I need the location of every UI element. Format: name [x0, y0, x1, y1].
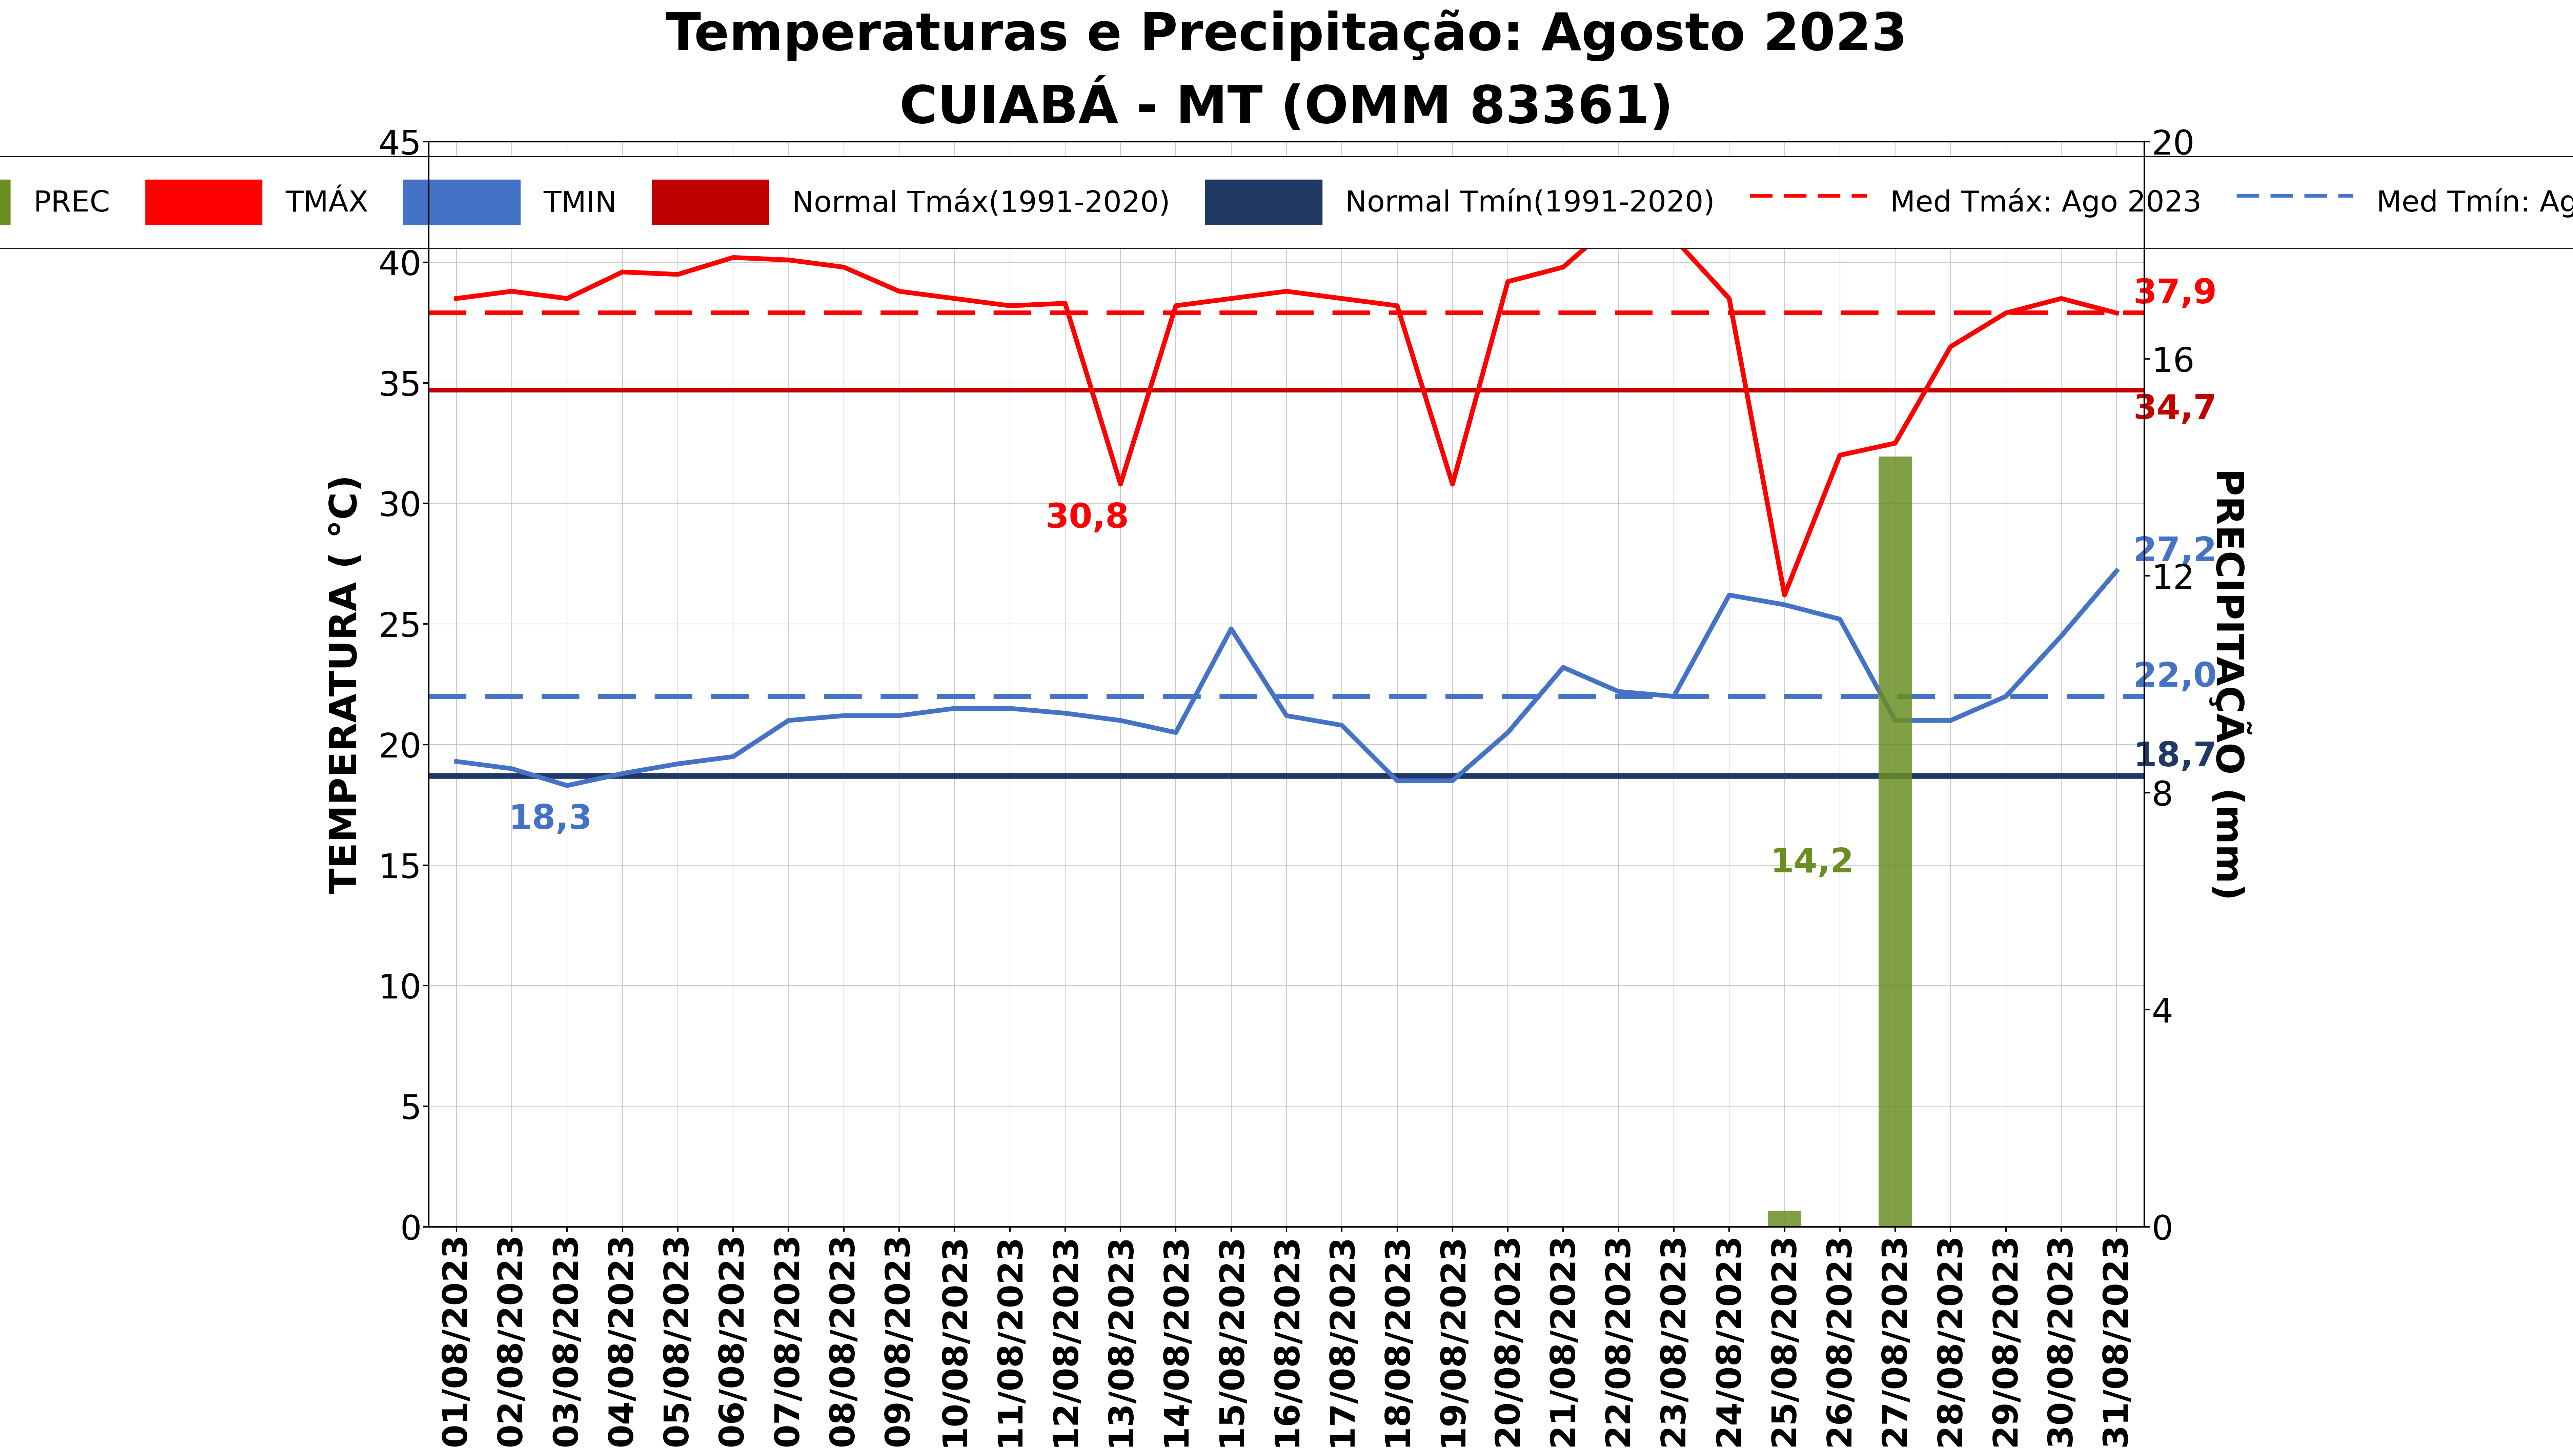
Text: 27,2: 27,2	[2133, 536, 2218, 568]
Text: 30,8: 30,8	[1045, 502, 1130, 534]
Text: 34,7: 34,7	[2133, 393, 2218, 427]
Text: 22,0: 22,0	[2133, 661, 2218, 695]
Text: 18,3: 18,3	[509, 804, 592, 836]
Text: 41,8: 41,8	[1577, 179, 1660, 211]
Y-axis label: PRECIPITAÇÃO (mm): PRECIPITAÇÃO (mm)	[2208, 469, 2251, 900]
Text: 37,9: 37,9	[2133, 278, 2218, 310]
Text: 18,7: 18,7	[2133, 741, 2218, 773]
Bar	[1878, 456, 1912, 1227]
Bar	[1768, 1210, 1801, 1227]
Title: Temperaturas e Precipitação: Agosto 2023
CUIABÁ - MT (OMM 83361): Temperaturas e Precipitação: Agosto 2023…	[666, 9, 1907, 134]
Legend: PREC, TMÁX, TMIN, Normal Tmáx(1991-2020), Normal Tmín(1991-2020), Med Tmáx: Ago : PREC, TMÁX, TMIN, Normal Tmáx(1991-2020)…	[0, 156, 2573, 248]
Y-axis label: TEMPERATURA ( °C): TEMPERATURA ( °C)	[327, 475, 365, 894]
Text: 14,2: 14,2	[1770, 846, 1855, 879]
